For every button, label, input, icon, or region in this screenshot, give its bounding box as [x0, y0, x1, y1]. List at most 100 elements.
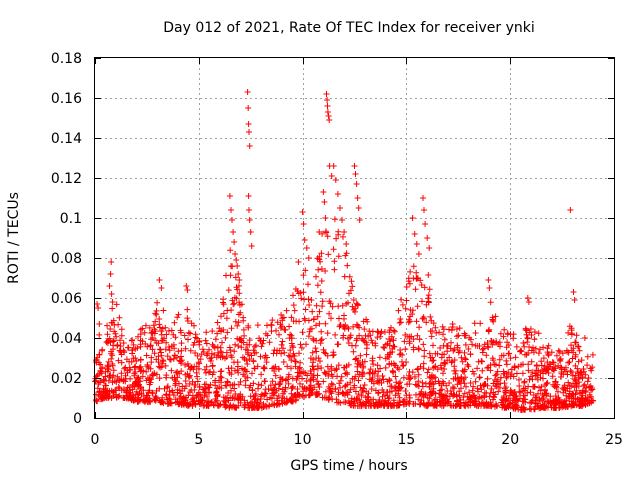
- data-point: [386, 377, 393, 384]
- data-points: [92, 89, 597, 413]
- data-point: [390, 337, 397, 344]
- data-point: [381, 345, 388, 351]
- data-point: [427, 354, 434, 361]
- data-point: [212, 379, 218, 386]
- data-point: [458, 354, 465, 361]
- data-point: [454, 333, 460, 340]
- data-point: [115, 357, 122, 364]
- data-point: [298, 295, 305, 302]
- y-tick-label: 0: [73, 411, 82, 427]
- data-point: [244, 361, 251, 367]
- data-point: [334, 191, 341, 197]
- data-point: [555, 362, 562, 369]
- data-point: [495, 388, 502, 395]
- data-point: [316, 320, 323, 327]
- data-point: [486, 285, 493, 291]
- data-point: [209, 371, 216, 378]
- data-point: [380, 344, 387, 351]
- data-point: [479, 367, 486, 374]
- data-point: [330, 351, 337, 358]
- data-point: [524, 295, 531, 301]
- data-point: [184, 315, 191, 322]
- data-point: [226, 369, 233, 376]
- data-point: [448, 390, 455, 397]
- data-point: [152, 318, 159, 325]
- data-point: [423, 319, 430, 326]
- data-point: [204, 350, 211, 357]
- data-point: [391, 328, 398, 335]
- data-point: [532, 372, 539, 379]
- data-point: [335, 231, 342, 238]
- data-point: [231, 300, 238, 307]
- data-point: [224, 379, 231, 386]
- data-point: [425, 295, 431, 302]
- data-point: [322, 320, 329, 327]
- data-point: [420, 195, 426, 201]
- data-point: [361, 326, 368, 333]
- data-point: [246, 356, 253, 363]
- data-point: [186, 374, 193, 381]
- data-point: [116, 314, 123, 321]
- data-point: [228, 354, 235, 361]
- data-point: [434, 350, 441, 357]
- data-point: [395, 307, 402, 314]
- data-point: [525, 350, 532, 356]
- data-point: [569, 355, 576, 362]
- data-point: [322, 388, 329, 395]
- data-point: [420, 365, 427, 372]
- data-point: [545, 342, 552, 349]
- data-point: [540, 366, 547, 373]
- data-point: [214, 344, 221, 351]
- data-point: [370, 380, 377, 387]
- data-point: [272, 372, 279, 379]
- data-point: [124, 384, 131, 391]
- data-point: [131, 372, 138, 379]
- data-point: [226, 344, 233, 351]
- data-point: [301, 237, 308, 243]
- data-point: [163, 392, 170, 399]
- data-point: [513, 343, 520, 350]
- axis-ticks: [95, 58, 615, 419]
- data-point: [217, 401, 224, 408]
- data-point: [251, 343, 258, 350]
- data-point: [230, 229, 237, 235]
- data-point: [278, 350, 285, 357]
- data-point: [106, 388, 113, 395]
- data-point: [464, 393, 471, 400]
- y-tick-label: 0.02: [51, 371, 82, 387]
- data-point: [159, 337, 166, 344]
- data-point: [401, 338, 408, 345]
- data-point: [159, 394, 166, 401]
- data-point: [305, 317, 312, 324]
- data-point: [386, 361, 393, 368]
- data-point: [305, 281, 311, 288]
- data-point: [543, 380, 550, 387]
- data-point: [402, 388, 409, 394]
- data-point: [527, 389, 534, 396]
- data-point: [420, 341, 427, 348]
- data-point: [317, 358, 323, 365]
- data-point: [214, 330, 221, 337]
- data-point: [209, 328, 216, 335]
- data-point: [315, 266, 322, 273]
- data-point: [584, 378, 591, 385]
- data-point: [521, 343, 528, 350]
- data-point: [323, 229, 330, 236]
- data-point: [545, 351, 551, 357]
- data-point: [467, 380, 474, 386]
- data-point: [572, 377, 579, 384]
- x-tick-label: 25: [605, 432, 623, 448]
- data-point: [540, 355, 547, 362]
- data-point: [289, 342, 296, 349]
- data-point: [320, 189, 327, 195]
- data-point: [313, 302, 320, 309]
- data-point: [303, 245, 310, 251]
- data-point: [503, 344, 510, 351]
- data-point: [479, 358, 485, 365]
- data-point: [318, 328, 325, 335]
- data-point: [129, 337, 136, 343]
- data-point: [505, 396, 512, 403]
- data-point: [528, 358, 535, 365]
- data-point: [417, 401, 423, 408]
